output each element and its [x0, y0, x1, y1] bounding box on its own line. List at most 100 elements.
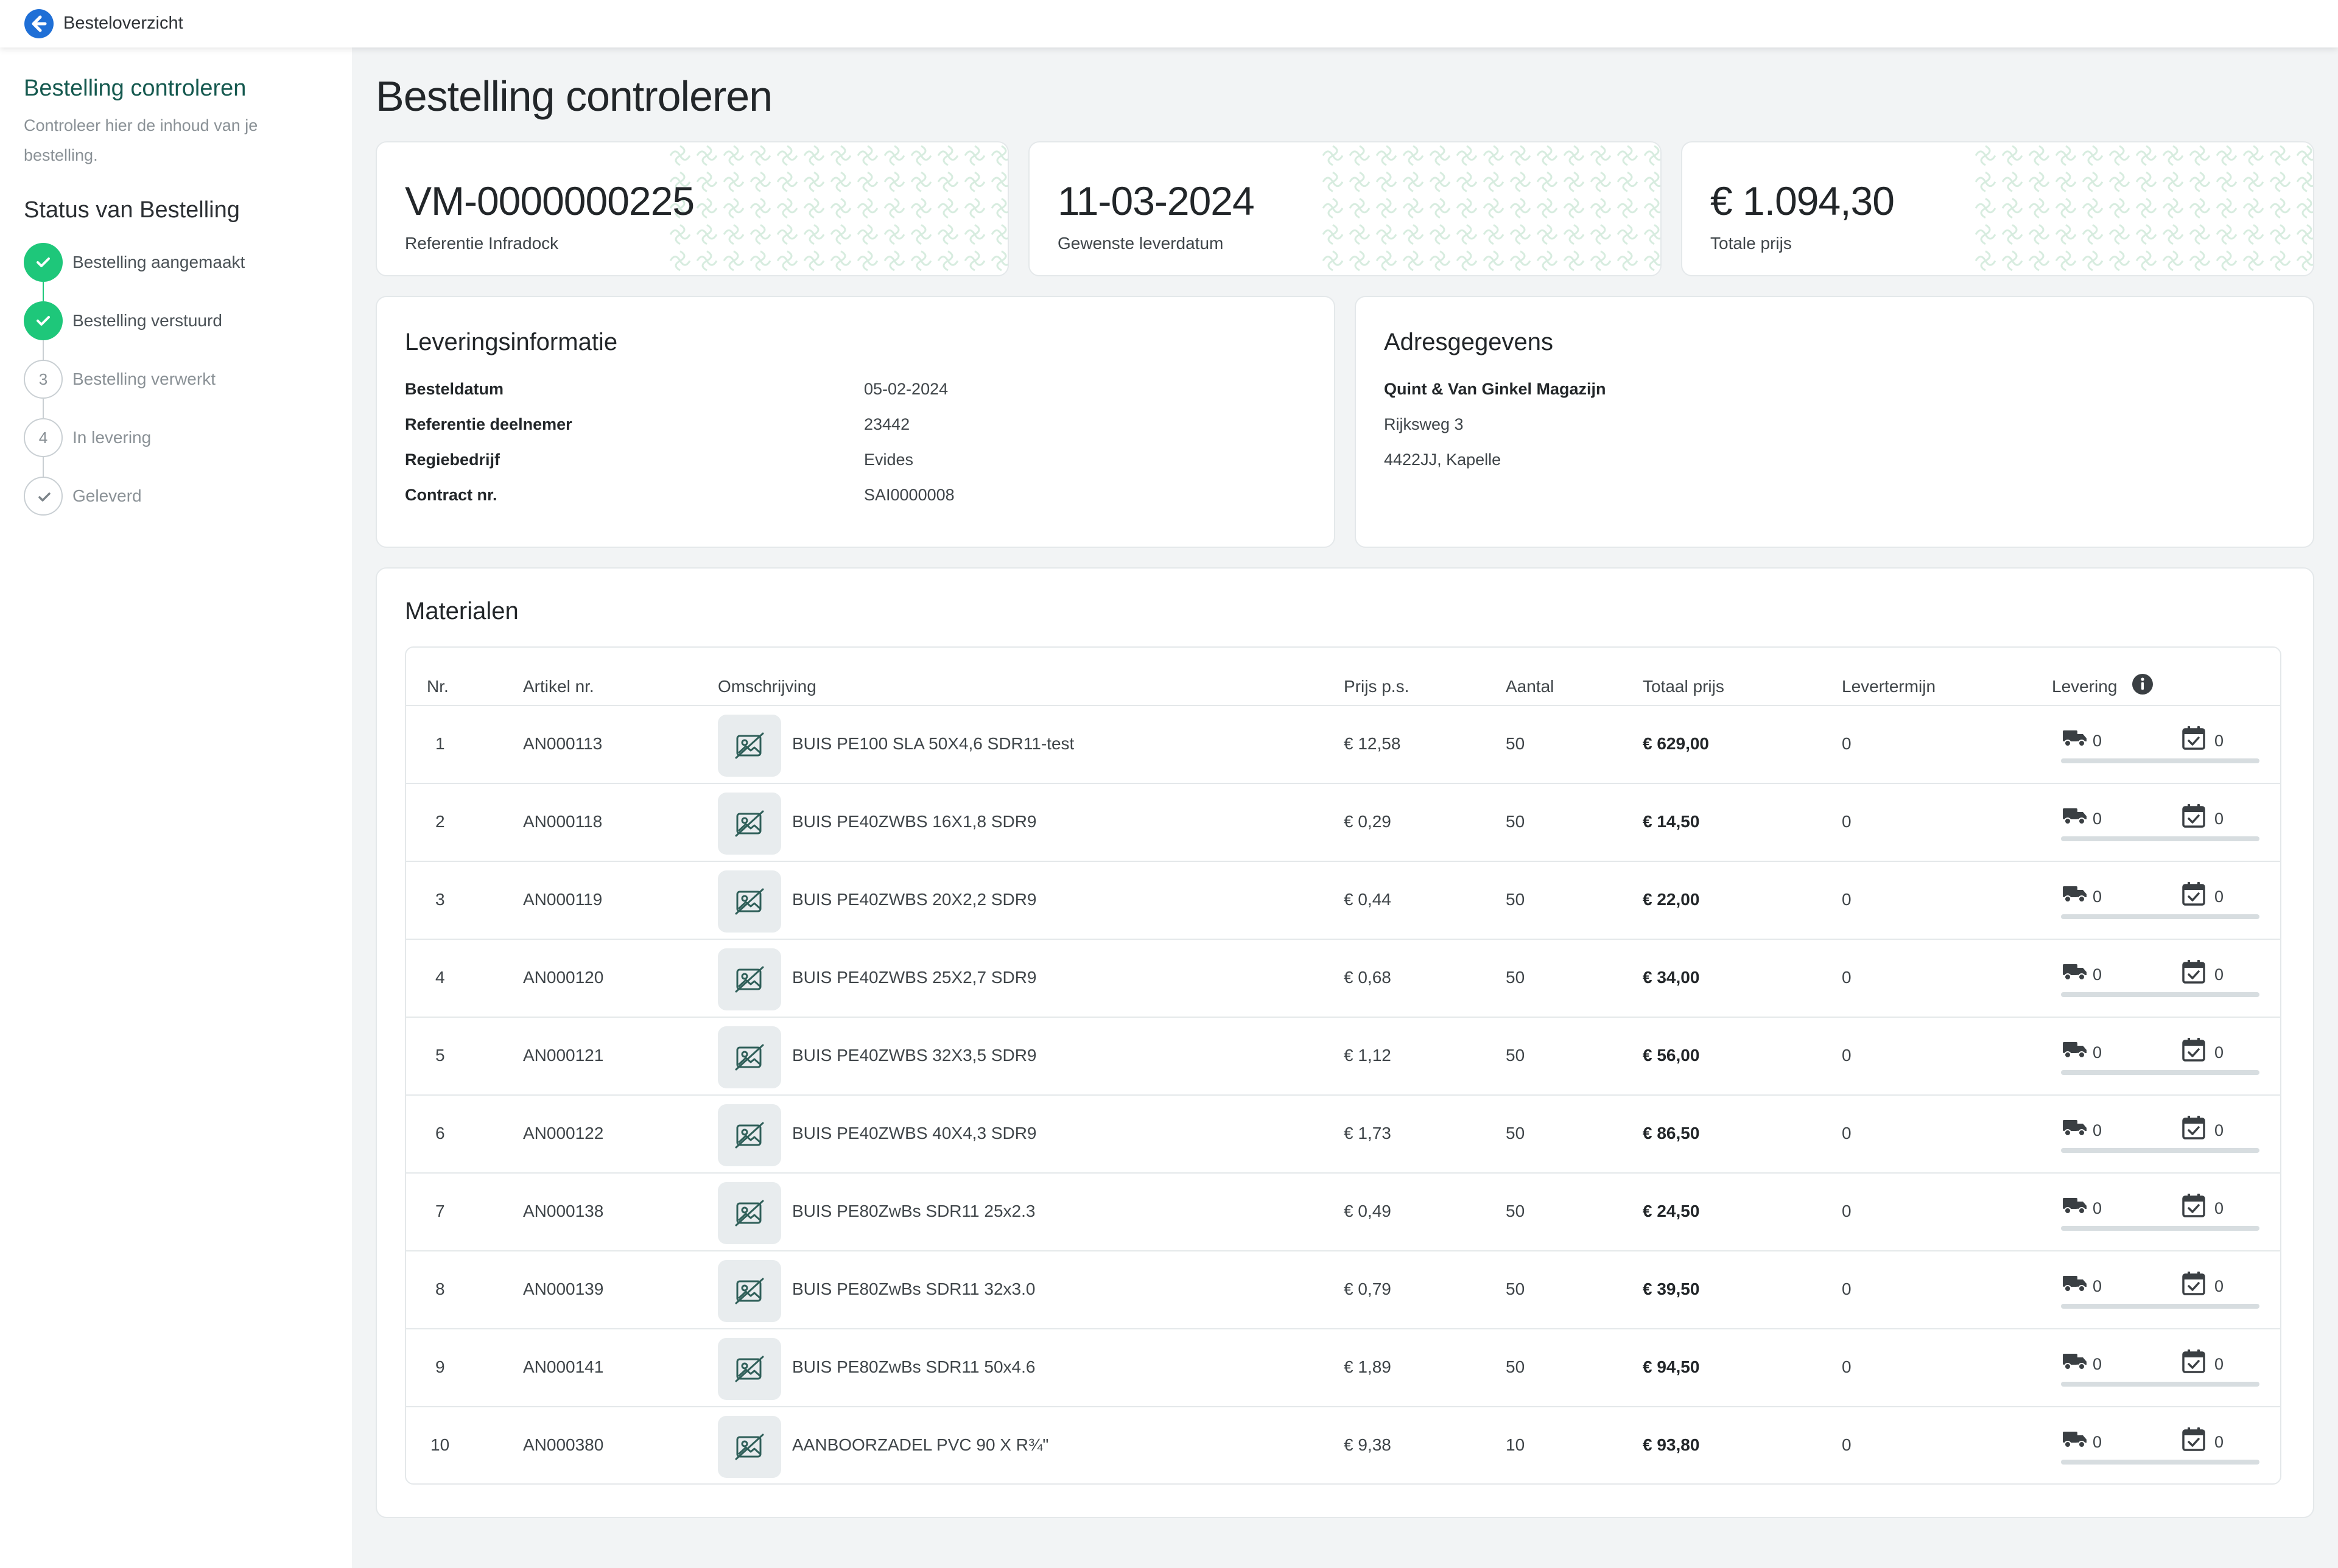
calendar-check-icon: [2182, 1037, 2205, 1065]
cell-qty: 10: [1506, 1435, 1525, 1454]
calendar-check-icon: [2182, 1193, 2205, 1220]
cell-qty: 50: [1506, 1124, 1525, 1143]
cell-price: € 0,68: [1344, 968, 1391, 987]
calendar-check-icon: [2182, 726, 2205, 753]
image-placeholder-icon: [718, 948, 781, 1010]
cell-qty: 50: [1506, 1046, 1525, 1065]
delivered-count: 0: [2093, 1433, 2102, 1451]
stat-card-delivery-date: 11-03-2024 Gewenste leverdatum: [1028, 141, 1662, 276]
cell-total: € 39,50: [1643, 1279, 1700, 1298]
delivery-info-title: Leveringsinformatie: [405, 329, 618, 355]
cell-total: € 22,00: [1643, 890, 1700, 909]
cell-qty: 50: [1506, 890, 1525, 909]
cell-nr: 2: [435, 812, 445, 831]
table-row: 4 AN000120 BUIS PE40ZWBS 25X2,7 SDR9 € 0,68…: [406, 940, 2280, 1018]
step-connector: [43, 340, 44, 360]
image-placeholder-icon: [718, 715, 781, 777]
table-row: 1 AN000113 BUIS PE100 SLA 50X4,6 SDR11-tes…: [406, 706, 2280, 784]
cell-nr: 7: [435, 1202, 445, 1220]
step-bestelling-aangemaakt: Bestelling aangemaakt: [24, 243, 340, 282]
decorative-pattern: [667, 142, 1008, 275]
materials-card: Materialen Nr. Artikel nr. Omschrijving …: [376, 567, 2314, 1518]
cell-qty: 50: [1506, 734, 1525, 753]
info-row: Referentie deelnemer 23442: [405, 415, 1318, 439]
calendar-check-icon: [2182, 1427, 2205, 1454]
page-title: Bestelling controleren: [376, 72, 773, 120]
cell-article: AN000118: [523, 812, 603, 831]
calendar-check-icon: [2182, 1115, 2205, 1143]
image-placeholder-icon: [718, 1104, 781, 1166]
materials-title: Materialen: [405, 598, 519, 625]
step-bestelling-verwerkt: 3 Bestelling verwerkt: [24, 360, 340, 399]
calendar-check-icon: [2182, 881, 2205, 909]
image-placeholder-icon: [718, 870, 781, 933]
sidebar-title: Bestelling controleren: [24, 75, 247, 101]
step-number: 3: [24, 360, 63, 399]
calendar-check-icon: [2182, 803, 2205, 831]
cell-article: AN000121: [523, 1046, 604, 1065]
cell-price: € 12,58: [1344, 734, 1401, 753]
truck-icon: [2062, 1351, 2088, 1374]
table-row: 7 AN000138 BUIS PE80ZwBs SDR11 25x2.3 € 0,4…: [406, 1174, 2280, 1251]
planned-count: 0: [2214, 1433, 2224, 1451]
cell-total: € 93,80: [1643, 1435, 1700, 1454]
truck-icon: [2062, 1118, 2088, 1140]
cell-qty: 50: [1506, 812, 1525, 831]
image-placeholder-icon: [718, 1026, 781, 1088]
cell-term: 0: [1842, 968, 1852, 987]
column-header-article: Artikel nr.: [523, 677, 594, 696]
sidebar-description: Controleer hier de inhoud van je bestell…: [24, 116, 258, 164]
calendar-check-icon: [2182, 1271, 2205, 1298]
cell-term: 0: [1842, 1202, 1852, 1220]
delivered-count: 0: [2093, 965, 2102, 984]
cell-term: 0: [1842, 1435, 1852, 1454]
delivery-progress-bar: [2061, 758, 2259, 763]
table-row: 6 AN000122 BUIS PE40ZWBS 40X4,3 SDR9 € 1,73…: [406, 1096, 2280, 1174]
cell-price: € 0,49: [1344, 1202, 1391, 1220]
column-header-term: Levertermijn: [1842, 677, 1936, 696]
address-name: Quint & Van Ginkel Magazijn: [1384, 380, 1606, 398]
cell-description: BUIS PE40ZWBS 25X2,7 SDR9: [792, 968, 1037, 987]
calendar-check-icon: [2182, 1349, 2205, 1376]
planned-count: 0: [2214, 732, 2224, 750]
check-icon: [24, 477, 63, 516]
stat-label: Referentie Infradock: [405, 234, 559, 253]
column-header-description: Omschrijving: [718, 677, 816, 696]
stat-card-reference: VM-0000000225 Referentie Infradock: [376, 141, 1009, 276]
info-value: 05-02-2024: [864, 380, 949, 398]
cell-article: AN000113: [523, 734, 603, 753]
top-bar: Besteloverzicht: [0, 0, 2338, 47]
info-row: Besteldatum 05-02-2024: [405, 380, 1318, 404]
cell-description: BUIS PE40ZWBS 32X3,5 SDR9: [792, 1046, 1037, 1065]
check-icon: [24, 301, 63, 340]
back-link-label[interactable]: Besteloverzicht: [63, 13, 183, 33]
back-arrow-icon[interactable]: [24, 9, 54, 38]
column-header-total: Totaal prijs: [1643, 677, 1724, 696]
delivery-progress-bar: [2061, 992, 2259, 997]
info-value: 23442: [864, 415, 910, 433]
info-row: Regiebedrijf Evides: [405, 450, 1318, 475]
cell-article: AN000141: [523, 1357, 604, 1376]
table-row: 5 AN000121 BUIS PE40ZWBS 32X3,5 SDR9 € 1,12…: [406, 1018, 2280, 1096]
stat-label: Gewenste leverdatum: [1058, 234, 1224, 253]
cell-description: BUIS PE40ZWBS 20X2,2 SDR9: [792, 890, 1037, 909]
cell-total: € 56,00: [1643, 1046, 1700, 1065]
info-key: Regiebedrijf: [405, 450, 500, 469]
sidebar: Bestelling controleren Controleer hier d…: [0, 47, 352, 1568]
stat-value: 11-03-2024: [1058, 178, 1255, 223]
column-header-price: Prijs p.s.: [1344, 677, 1409, 696]
column-header-delivery: Levering: [2052, 677, 2118, 696]
table-row: 2 AN000118 BUIS PE40ZWBS 16X1,8 SDR9 € 0,29…: [406, 784, 2280, 862]
info-icon[interactable]: [2132, 673, 2154, 695]
truck-icon: [2062, 728, 2088, 751]
step-connector: [43, 282, 44, 301]
delivered-count: 0: [2093, 732, 2102, 750]
cell-qty: 50: [1506, 1202, 1525, 1220]
decorative-pattern: [1972, 142, 2313, 275]
delivered-count: 0: [2093, 887, 2102, 906]
address-city: 4422JJ, Kapelle: [1384, 450, 1501, 469]
cell-term: 0: [1842, 812, 1852, 831]
delivery-progress-bar: [2061, 1304, 2259, 1309]
table-row: 3 AN000119 BUIS PE40ZWBS 20X2,2 SDR9 € 0,44…: [406, 862, 2280, 940]
planned-count: 0: [2214, 1355, 2224, 1373]
